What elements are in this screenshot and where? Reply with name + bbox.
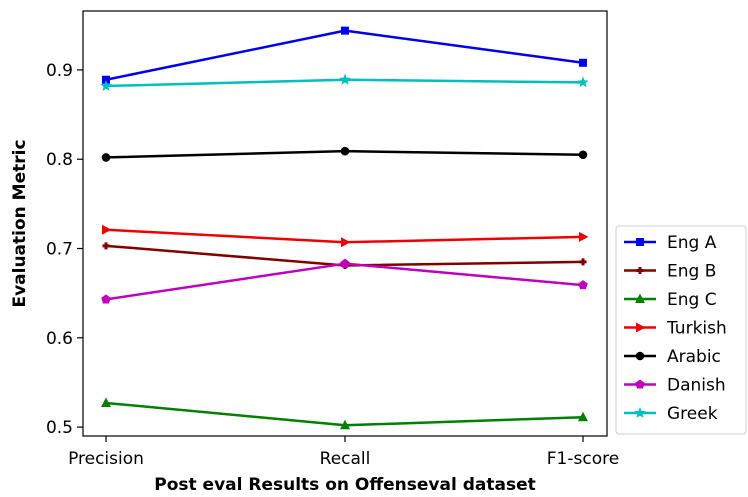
data-point xyxy=(340,258,350,268)
legend-item: Eng B xyxy=(624,262,716,282)
legend-label: Danish xyxy=(667,376,726,396)
y-tick-label: 0.8 xyxy=(46,150,73,170)
legend-marker xyxy=(635,379,645,389)
y-axis-title: Evaluation Metric xyxy=(10,139,30,307)
legend-label: Eng A xyxy=(667,233,717,253)
x-tick-label: Precision xyxy=(68,449,144,469)
data-point xyxy=(579,258,587,266)
legend-label: Arabic xyxy=(667,347,721,367)
x-tick-label: F1-score xyxy=(547,449,619,469)
legend-marker xyxy=(636,322,646,333)
x-axis: Precision Recall F1-score xyxy=(68,436,619,469)
data-point xyxy=(578,150,588,160)
data-point xyxy=(578,411,588,422)
legend-marker xyxy=(634,407,646,418)
data-point xyxy=(102,224,112,235)
legend-marker xyxy=(636,238,644,246)
series-eng-c xyxy=(101,397,588,430)
data-point xyxy=(340,419,350,430)
y-tick-label: 0.6 xyxy=(46,329,73,349)
series-layer xyxy=(100,26,589,430)
y-axis: 0.5 0.6 0.7 0.8 0.9 xyxy=(46,61,83,438)
legend-label: Turkish xyxy=(666,319,727,339)
legend-item: Turkish xyxy=(624,319,727,339)
legend-item: Eng A xyxy=(624,233,717,253)
legend-label: Eng C xyxy=(667,290,717,310)
series-eng-a xyxy=(102,26,587,84)
data-point xyxy=(341,237,351,248)
series-arabic xyxy=(101,146,588,162)
data-point xyxy=(101,397,111,407)
series-greek xyxy=(100,73,589,91)
x-axis-title: Post eval Results on Offenseval dataset xyxy=(154,475,535,495)
legend-item: Arabic xyxy=(624,347,721,367)
legend: Eng A Eng B Eng C Turkish Arabic Danish Greek xyxy=(615,225,747,435)
data-point xyxy=(579,231,589,242)
legend-marker xyxy=(636,267,644,274)
data-point xyxy=(339,73,351,85)
data-point xyxy=(101,153,111,162)
y-tick-label: 0.7 xyxy=(46,240,73,260)
y-tick-label: 0.5 xyxy=(46,418,73,438)
series-danish xyxy=(101,258,588,304)
legend-label: Eng B xyxy=(667,262,716,282)
data-point xyxy=(579,58,587,67)
data-point xyxy=(577,76,589,88)
y-tick-label: 0.9 xyxy=(46,61,73,81)
x-tick-label: Recall xyxy=(320,449,371,469)
legend-item: Danish xyxy=(624,376,726,396)
data-point xyxy=(102,242,110,250)
legend-item: Greek xyxy=(624,404,718,424)
legend-box xyxy=(615,225,747,435)
data-point xyxy=(102,75,110,84)
data-point xyxy=(341,26,349,35)
data-point xyxy=(340,146,350,156)
legend-item: Eng C xyxy=(624,290,717,310)
series-turkish xyxy=(102,224,589,248)
data-point xyxy=(101,294,111,304)
legend-marker xyxy=(635,293,645,303)
legend-marker xyxy=(635,351,645,361)
data-point xyxy=(578,280,588,290)
legend-label: Greek xyxy=(667,404,718,424)
data-point xyxy=(100,80,112,91)
